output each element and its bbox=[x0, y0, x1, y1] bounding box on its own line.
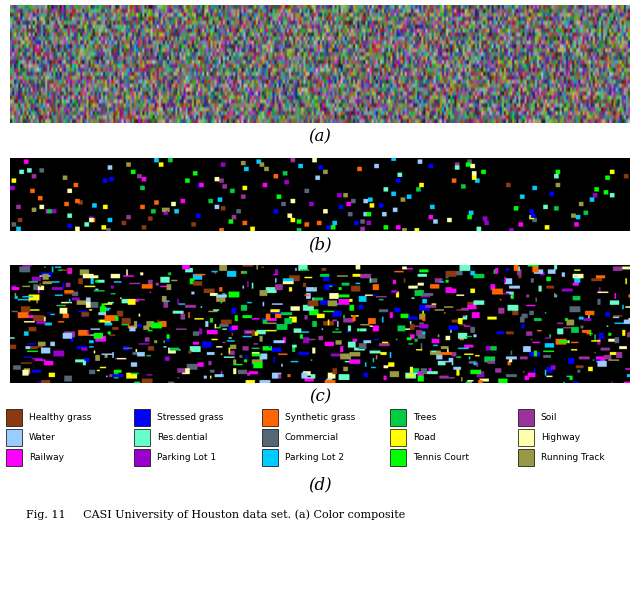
Text: (a): (a) bbox=[308, 128, 332, 146]
Text: Fig. 11     CASI University of Houston data set. (a) Color composite: Fig. 11 CASI University of Houston data … bbox=[26, 510, 405, 520]
FancyBboxPatch shape bbox=[6, 449, 22, 466]
Text: Water: Water bbox=[29, 433, 56, 442]
Text: Railway: Railway bbox=[29, 453, 64, 462]
Text: Tennis Court: Tennis Court bbox=[413, 453, 469, 462]
Text: Trees: Trees bbox=[413, 413, 436, 422]
Text: Parking Lot 2: Parking Lot 2 bbox=[285, 453, 344, 462]
Text: Stressed grass: Stressed grass bbox=[157, 413, 223, 422]
Text: Road: Road bbox=[413, 433, 435, 442]
Text: Soil: Soil bbox=[541, 413, 557, 422]
FancyBboxPatch shape bbox=[262, 429, 278, 446]
FancyBboxPatch shape bbox=[134, 449, 150, 466]
FancyBboxPatch shape bbox=[390, 409, 406, 426]
Text: Highway: Highway bbox=[541, 433, 580, 442]
Text: Parking Lot 1: Parking Lot 1 bbox=[157, 453, 216, 462]
FancyBboxPatch shape bbox=[134, 429, 150, 446]
FancyBboxPatch shape bbox=[518, 429, 534, 446]
FancyBboxPatch shape bbox=[518, 449, 534, 466]
FancyBboxPatch shape bbox=[518, 409, 534, 426]
FancyBboxPatch shape bbox=[262, 449, 278, 466]
Text: (b): (b) bbox=[308, 236, 332, 254]
FancyBboxPatch shape bbox=[262, 409, 278, 426]
Text: (c): (c) bbox=[309, 389, 331, 405]
FancyBboxPatch shape bbox=[390, 449, 406, 466]
FancyBboxPatch shape bbox=[134, 409, 150, 426]
Text: Res.dential: Res.dential bbox=[157, 433, 207, 442]
FancyBboxPatch shape bbox=[6, 429, 22, 446]
Text: Synthetic grass: Synthetic grass bbox=[285, 413, 355, 422]
Text: Running Track: Running Track bbox=[541, 453, 604, 462]
FancyBboxPatch shape bbox=[6, 409, 22, 426]
Text: (d): (d) bbox=[308, 476, 332, 494]
Text: Healthy grass: Healthy grass bbox=[29, 413, 91, 422]
FancyBboxPatch shape bbox=[390, 429, 406, 446]
Text: Commercial: Commercial bbox=[285, 433, 339, 442]
